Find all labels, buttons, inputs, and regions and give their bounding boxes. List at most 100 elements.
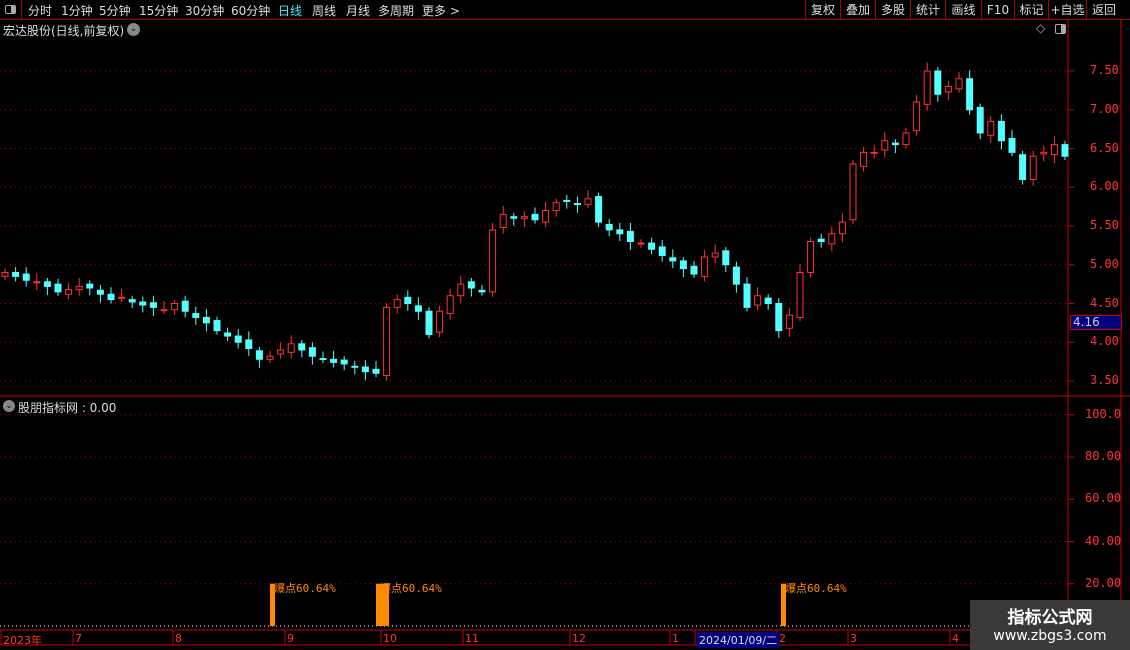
- period-tab[interactable]: 多周期: [378, 4, 415, 18]
- candle-up: [754, 295, 762, 306]
- candle-down: [1019, 154, 1027, 180]
- candle-down: [743, 283, 751, 308]
- date-label: 2: [779, 632, 786, 645]
- date-label: 10: [383, 632, 397, 645]
- price-axis-label: 6.50: [1090, 140, 1119, 155]
- period-tab[interactable]: 15分钟: [139, 4, 179, 18]
- candle-down: [107, 293, 115, 301]
- candle-down: [573, 203, 581, 206]
- candle-down: [192, 313, 200, 318]
- candle-down: [404, 296, 412, 304]
- period-tab[interactable]: 分时: [28, 4, 53, 18]
- period-tab[interactable]: 5分钟: [99, 4, 131, 18]
- toolbar-button[interactable]: +自选: [1048, 0, 1086, 20]
- candle-down: [658, 246, 666, 256]
- candle-up: [489, 229, 497, 293]
- period-tab[interactable]: 月线: [346, 4, 371, 18]
- top-toolbar: 分时 1分钟 5分钟 15分钟 30分钟 60分钟 日线 周线 月线 多周期 更多 > 复权 叠加 多股…: [0, 0, 1130, 20]
- signal-bar: [270, 583, 275, 626]
- candle-up: [838, 221, 846, 235]
- current-price-tag: 4.16: [1070, 315, 1122, 330]
- main-chart-title: 宏达股份(日线,前复权): [3, 24, 125, 38]
- candle-down: [891, 142, 899, 146]
- panel-toggle-icon: [5, 5, 16, 14]
- candle-up: [944, 86, 952, 93]
- layout-toggle-icon[interactable]: [1055, 24, 1066, 34]
- candle-up: [542, 210, 550, 223]
- candle-down: [669, 257, 677, 262]
- panel-toggle-button[interactable]: [0, 0, 22, 20]
- candle-down: [616, 229, 624, 235]
- candle-up: [171, 303, 179, 311]
- toolbar-button[interactable]: 复权: [805, 0, 840, 20]
- candle-up: [266, 355, 274, 360]
- period-tab[interactable]: 60分钟: [231, 4, 271, 18]
- candle-down: [181, 300, 189, 312]
- candle-up: [701, 256, 709, 277]
- candle-down: [966, 78, 974, 111]
- candle-down: [595, 196, 603, 223]
- candle-down: [997, 120, 1005, 142]
- candle-up: [828, 233, 836, 245]
- candle-down: [764, 297, 772, 305]
- period-tab[interactable]: 更多 >: [422, 4, 460, 18]
- chevron-down-icon[interactable]: ⌄: [127, 23, 140, 36]
- candle-up: [160, 309, 168, 312]
- date-label: 4: [952, 632, 959, 645]
- toolbar-button[interactable]: F10: [981, 0, 1014, 20]
- signal-label: 爆点60.64%: [274, 581, 336, 595]
- toolbar-button[interactable]: 标记: [1014, 0, 1048, 20]
- candle-down: [361, 366, 369, 373]
- signal-bar: [781, 583, 786, 626]
- toolbar-button[interactable]: 多股: [875, 0, 910, 20]
- candle-up: [446, 295, 454, 315]
- candle-down: [626, 230, 634, 243]
- diamond-icon[interactable]: ◇: [1036, 21, 1046, 35]
- candle-up: [849, 163, 857, 221]
- candle-up: [277, 349, 285, 355]
- candle-down: [54, 283, 62, 293]
- watermark-url: www.zbgs3.com: [993, 628, 1107, 644]
- toolbar-button[interactable]: 叠加: [840, 0, 875, 20]
- toolbar-button[interactable]: 统计: [910, 0, 945, 20]
- candle-up: [1, 272, 9, 277]
- date-label: 11: [465, 632, 479, 645]
- candle-down: [976, 106, 984, 134]
- period-tab[interactable]: 周线: [312, 4, 337, 18]
- period-tab[interactable]: 1分钟: [61, 4, 93, 18]
- toolbar-button[interactable]: 画线: [945, 0, 981, 20]
- candle-down: [425, 310, 433, 335]
- candle-up: [637, 242, 645, 245]
- indicator-axis-label: 100.0: [1085, 406, 1122, 421]
- candle-down: [934, 70, 942, 95]
- candle-down: [224, 332, 232, 337]
- date-label: 9: [287, 632, 294, 645]
- candle-up: [75, 285, 83, 291]
- price-axis-label: 7.50: [1090, 63, 1119, 77]
- toolbar-button[interactable]: 返回: [1086, 0, 1121, 20]
- date-label: 7: [75, 632, 82, 645]
- selected-date-label: 2024/01/09/二: [697, 632, 780, 648]
- candle-up: [436, 310, 444, 333]
- candle-down: [12, 272, 20, 277]
- indicator-chevron-icon[interactable]: ⌄: [3, 400, 15, 412]
- candle-up: [552, 202, 560, 211]
- candle-up: [955, 78, 963, 90]
- candle-up: [118, 296, 126, 299]
- candle-down: [467, 281, 475, 289]
- candle-down: [372, 368, 380, 374]
- candle-down: [255, 350, 263, 360]
- candle-down: [690, 265, 698, 275]
- candle-up: [881, 140, 889, 151]
- candle-up: [796, 272, 804, 318]
- period-tab[interactable]: 30分钟: [185, 4, 225, 18]
- candle-up: [457, 283, 465, 297]
- candle-up: [584, 198, 592, 205]
- period-tab[interactable]: 日线: [278, 4, 303, 18]
- price-axis-label: 4.00: [1090, 334, 1119, 349]
- candle-down: [319, 358, 327, 361]
- candle-up: [913, 101, 921, 132]
- candle-up: [499, 213, 507, 229]
- watermark-title: 指标公式网: [1007, 608, 1093, 628]
